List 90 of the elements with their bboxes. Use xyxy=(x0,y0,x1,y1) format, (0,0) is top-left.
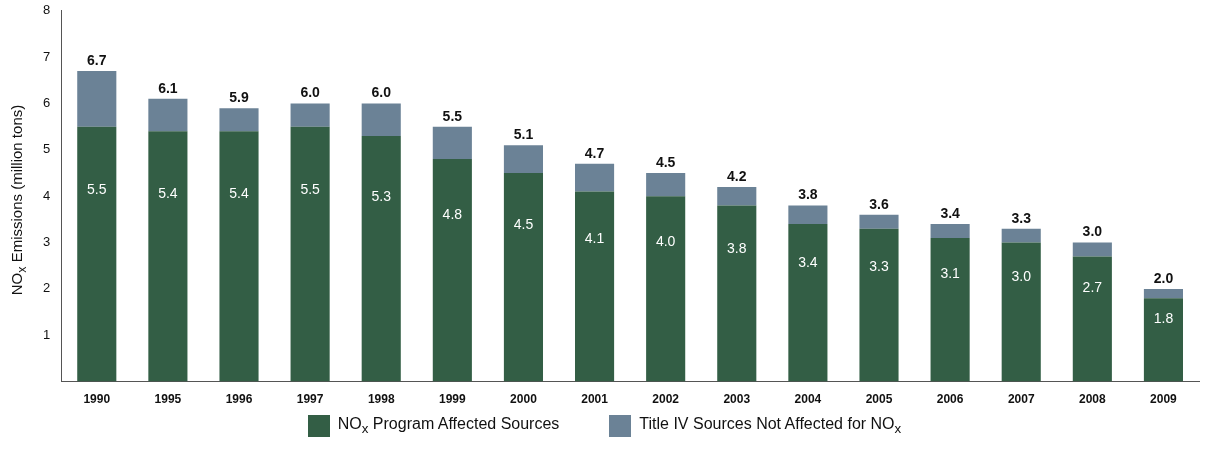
total-label: 6.1 xyxy=(158,79,178,96)
x-tick-label: 1998 xyxy=(367,392,395,407)
data-label: 4.5 xyxy=(513,216,534,233)
legend-label: Title IV Sources Not Affected for NO$_{x}$ xyxy=(639,415,902,437)
total-label: 5.9 xyxy=(229,88,249,105)
bar xyxy=(788,224,828,382)
x-tick-label: 2007 xyxy=(1007,392,1035,407)
data-label: 5.4 xyxy=(158,184,178,201)
bar xyxy=(432,159,472,382)
x-tick-label: 2002 xyxy=(652,392,680,407)
bar xyxy=(1143,298,1183,382)
data-label: 3.1 xyxy=(940,264,961,281)
total-label: 5.5 xyxy=(442,107,463,124)
data-label: 5.4 xyxy=(229,184,249,201)
data-label: 2.7 xyxy=(1082,278,1103,295)
total-label: 4.2 xyxy=(727,167,747,184)
total-label: 3.3 xyxy=(1011,209,1032,226)
data-label: 5.5 xyxy=(87,181,107,198)
data-label: 3.0 xyxy=(1011,268,1032,285)
bar xyxy=(77,126,117,382)
bar xyxy=(361,103,401,136)
bar xyxy=(503,173,543,382)
total-label: 3.4 xyxy=(940,204,961,221)
data-label: 3.3 xyxy=(869,257,889,274)
data-label: 4.1 xyxy=(584,229,605,246)
x-tick-label: 1990 xyxy=(83,392,111,407)
y-tick-label: 1 xyxy=(43,326,51,342)
total-label: 6.7 xyxy=(87,51,107,68)
data-label: 3.8 xyxy=(727,240,747,257)
total-label: 2.0 xyxy=(1153,269,1174,286)
bar xyxy=(575,163,615,192)
bar xyxy=(503,145,543,174)
bar xyxy=(1001,242,1041,382)
y-tick-label: 3 xyxy=(43,234,51,250)
x-tick-label: 2003 xyxy=(723,392,751,407)
x-tick-label: 1999 xyxy=(438,392,467,407)
total-label: 6.0 xyxy=(300,84,321,101)
bar xyxy=(717,205,757,382)
y-tick-label: 5 xyxy=(43,141,51,157)
total-label: 4.5 xyxy=(655,153,676,170)
bar xyxy=(1143,288,1183,299)
bar xyxy=(77,71,117,127)
total-label: 3.0 xyxy=(1082,223,1103,240)
y-tick-label: 8 xyxy=(43,2,51,18)
x-tick-label: 1996 xyxy=(225,392,253,407)
legend-label: NO$_{x}$ Program Affected Sources xyxy=(337,415,560,437)
bar xyxy=(219,131,259,382)
bar xyxy=(1072,242,1112,257)
bar xyxy=(859,228,899,382)
y-tick-label: 2 xyxy=(43,280,51,296)
bar xyxy=(290,103,330,127)
bar xyxy=(930,224,970,238)
bar xyxy=(575,191,615,382)
bar xyxy=(859,214,899,229)
x-tick-label: 2006 xyxy=(936,392,964,407)
x-tick-label: 2009 xyxy=(1150,392,1178,407)
total-label: 5.1 xyxy=(513,126,534,143)
x-tick-label: 2000 xyxy=(510,392,538,407)
bar xyxy=(930,237,970,382)
x-tick-label: 2004 xyxy=(794,392,822,407)
data-label: 4.8 xyxy=(442,205,463,222)
bar xyxy=(219,108,259,132)
bar xyxy=(1001,228,1041,243)
data-label: 1.8 xyxy=(1153,309,1174,326)
bar xyxy=(148,98,188,132)
x-tick-label: 2001 xyxy=(581,392,609,407)
y-tick-label: 4 xyxy=(43,187,51,203)
bar xyxy=(646,196,686,382)
bar xyxy=(361,135,401,382)
data-label: 5.3 xyxy=(371,188,392,205)
bar xyxy=(646,173,686,197)
data-label: 4.0 xyxy=(655,233,676,250)
x-tick-label: 2008 xyxy=(1078,392,1106,407)
total-label: 4.7 xyxy=(584,144,605,161)
x-tick-label: 2005 xyxy=(865,392,893,407)
total-label: 3.6 xyxy=(869,195,889,212)
bar xyxy=(1072,256,1112,382)
bar xyxy=(432,126,472,160)
x-tick-label: 1995 xyxy=(154,392,182,407)
y-tick-label: 7 xyxy=(43,48,51,64)
data-label: 3.4 xyxy=(798,254,818,271)
bar xyxy=(717,186,757,206)
total-label: 3.8 xyxy=(798,186,818,203)
total-label: 6.0 xyxy=(371,84,392,101)
y-tick-label: 6 xyxy=(43,95,51,111)
bar xyxy=(788,205,828,225)
data-label: 5.5 xyxy=(300,181,321,198)
bar xyxy=(148,131,188,382)
x-tick-label: 1997 xyxy=(296,392,324,407)
bar xyxy=(290,126,330,382)
